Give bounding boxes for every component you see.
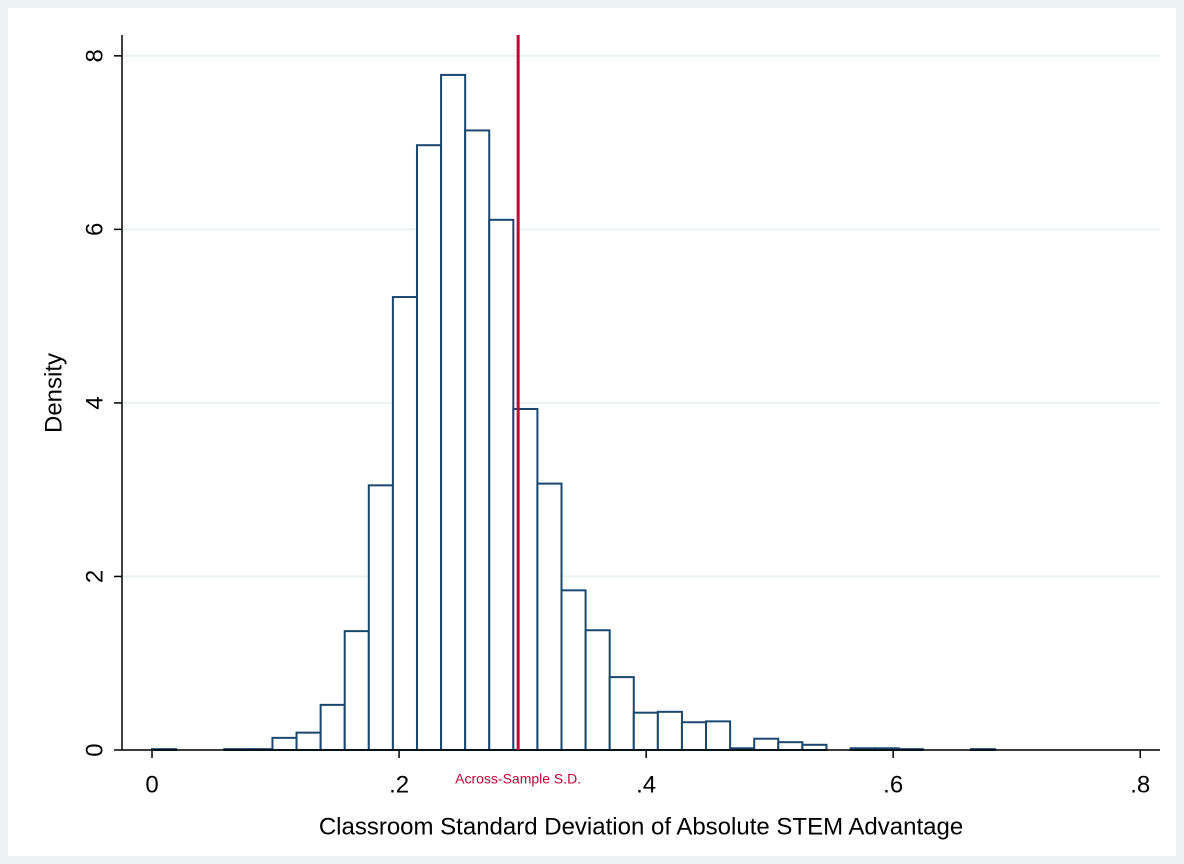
y-tick-label: 8 [81, 49, 108, 62]
bar [705, 720, 732, 752]
bar [801, 743, 828, 752]
bar [415, 144, 443, 751]
bar [680, 721, 708, 752]
x-tick-label: .8 [1130, 771, 1150, 798]
bar [608, 676, 635, 751]
bar [753, 737, 780, 752]
bar [488, 218, 515, 751]
bar [440, 73, 467, 752]
y-tick-label: 6 [81, 223, 108, 236]
bar [295, 731, 322, 751]
y-tick-label: 4 [81, 396, 108, 409]
bar [656, 710, 683, 751]
bar [319, 703, 346, 752]
x-axis-title: Classroom Standard Deviation of Absolute… [319, 813, 963, 840]
bar [584, 629, 611, 752]
x-tick-label: .2 [389, 771, 409, 798]
bar [632, 711, 659, 752]
y-axis-title: Density [40, 353, 67, 433]
x-tick-label: 0 [145, 771, 158, 798]
bar [536, 482, 563, 751]
bar [367, 484, 394, 751]
y-tick-label: 0 [81, 743, 108, 756]
y-tick-label: 2 [81, 570, 108, 583]
x-tick-label: .6 [883, 771, 903, 798]
bar [271, 736, 298, 751]
bar [343, 630, 370, 751]
bar [391, 296, 418, 751]
bar [464, 129, 491, 751]
reference-label: Across-Sample S.D. [455, 771, 581, 787]
x-tick-label: .4 [636, 771, 656, 798]
bar [777, 741, 804, 752]
bar [560, 589, 587, 751]
